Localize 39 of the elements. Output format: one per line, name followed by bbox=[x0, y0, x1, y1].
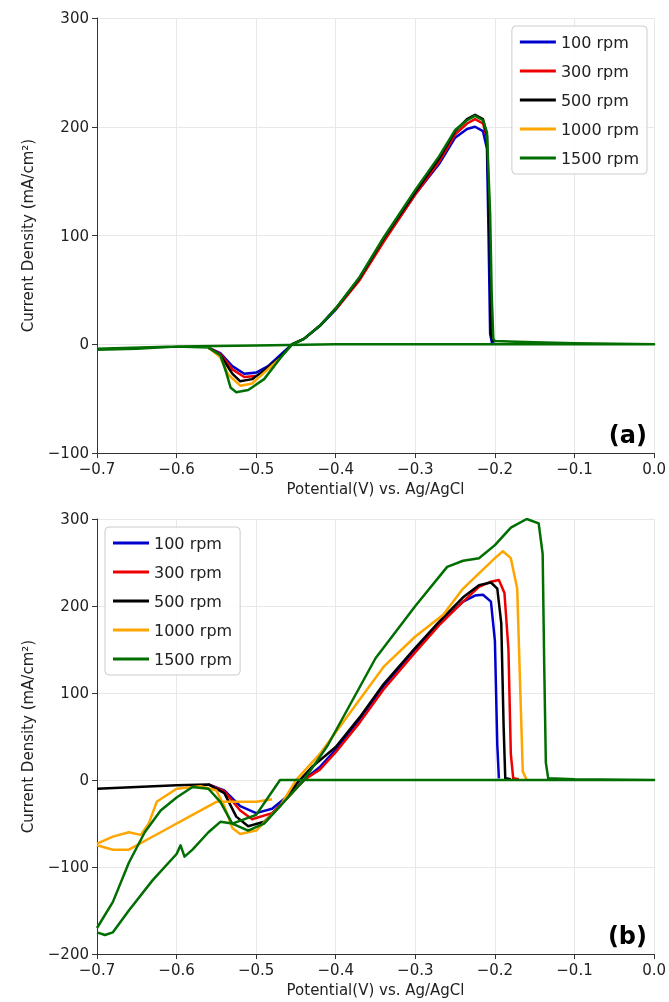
y-tick-label: 100 bbox=[60, 684, 89, 703]
legend-label: 500 rpm bbox=[560, 90, 629, 110]
y-axis-title: Current Density (mA/cm²) bbox=[18, 138, 37, 333]
x-tick-label: −0.1 bbox=[556, 459, 593, 478]
y-axis-title: Current Density (mA/cm²) bbox=[18, 639, 37, 834]
legend-label: 300 rpm bbox=[560, 61, 629, 81]
legend-label: 1000 rpm bbox=[560, 119, 639, 139]
y-tick-label: 200 bbox=[60, 117, 89, 136]
annotation: (a) bbox=[608, 421, 648, 449]
x-tick-label: −0.6 bbox=[158, 459, 195, 478]
legend-label: 100 rpm bbox=[560, 32, 629, 52]
y-tick-label: −100 bbox=[47, 858, 89, 877]
x-tick-label: −0.3 bbox=[397, 960, 434, 979]
annotation: (b) bbox=[607, 922, 648, 950]
x-tick-label: −0.3 bbox=[397, 459, 434, 478]
x-tick-label: −0.5 bbox=[237, 459, 275, 478]
legend-label: 1000 rpm bbox=[154, 620, 233, 640]
x-tick-label: −0.5 bbox=[237, 960, 275, 979]
x-tick-label: −0.4 bbox=[317, 960, 354, 979]
legend-label: 100 rpm bbox=[154, 533, 222, 553]
y-tick-label: 0 bbox=[79, 335, 89, 354]
y-tick-label: 300 bbox=[60, 9, 89, 27]
legend-label: 300 rpm bbox=[154, 562, 222, 582]
x-tick-label: 0.0 bbox=[642, 459, 666, 478]
y-tick-label: 0 bbox=[79, 771, 89, 790]
legend-label: 1500 rpm bbox=[560, 148, 639, 168]
legend-label: 1500 rpm bbox=[154, 649, 233, 669]
x-axis-title: Potential(V) vs. Ag/AgCl bbox=[286, 980, 465, 999]
x-tick-label: −0.2 bbox=[476, 960, 514, 979]
x-tick-label: −0.4 bbox=[317, 459, 354, 478]
x-tick-label: −0.1 bbox=[556, 960, 593, 979]
x-tick-label: −0.2 bbox=[476, 459, 514, 478]
x-tick-label: 0.0 bbox=[642, 960, 666, 979]
x-tick-label: −0.6 bbox=[158, 960, 195, 979]
y-tick-label: 100 bbox=[60, 226, 89, 245]
x-axis-title: Potential(V) vs. Ag/AgCl bbox=[286, 479, 465, 498]
y-tick-label: 200 bbox=[60, 597, 89, 616]
legend-label: 500 rpm bbox=[154, 591, 222, 611]
y-tick-label: 300 bbox=[60, 510, 89, 528]
